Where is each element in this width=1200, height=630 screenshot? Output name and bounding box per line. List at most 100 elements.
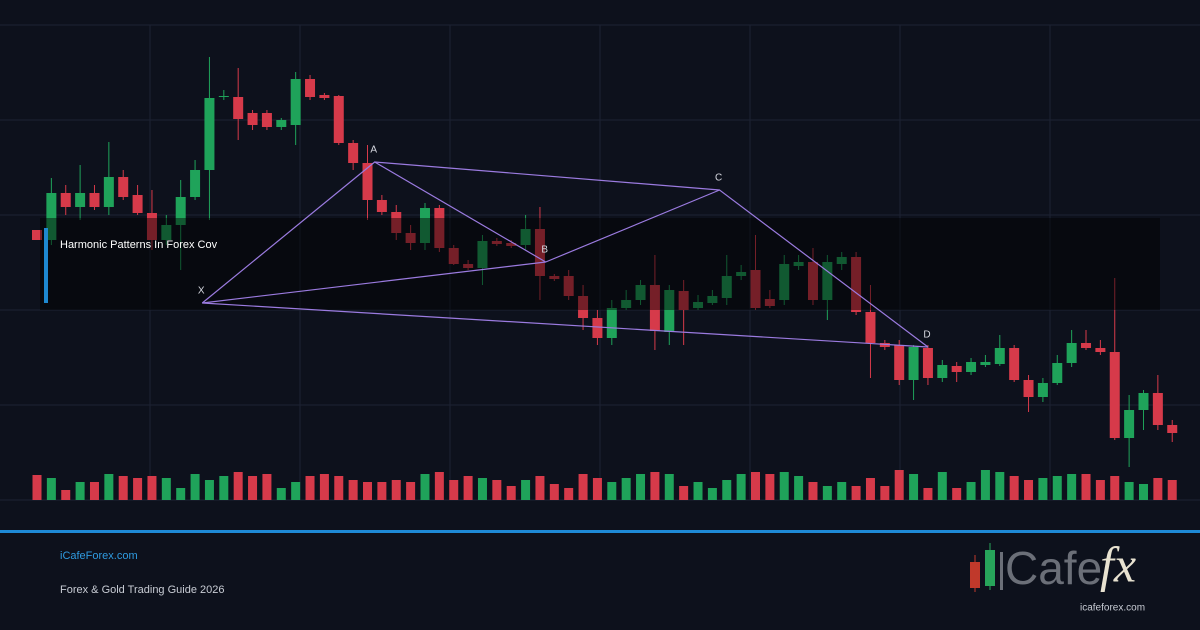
volume-bar (1009, 476, 1019, 500)
candle-body (520, 229, 531, 245)
volume-bar (837, 482, 847, 500)
volume-bar (722, 480, 732, 500)
volume-bar (434, 472, 444, 500)
volume-bar (549, 484, 559, 500)
candle-body (1152, 393, 1163, 425)
candle-body (578, 296, 589, 318)
candle-body (822, 262, 833, 300)
volume-bar (305, 476, 315, 500)
candle-body (908, 347, 919, 380)
candle-body (621, 300, 632, 308)
volume-bar (147, 476, 157, 500)
volume-bar (1167, 480, 1177, 500)
volume-bar (133, 478, 143, 500)
volume-bar (779, 472, 789, 500)
candle-body (1052, 363, 1063, 383)
volume-bar (334, 476, 344, 500)
candle-body (807, 262, 818, 300)
volume-bar (1081, 474, 1091, 500)
volume-bar (377, 482, 387, 500)
volume-bar (449, 480, 459, 500)
volume-bar (506, 486, 516, 500)
pattern-line (202, 302, 928, 348)
volume-bar (995, 472, 1005, 500)
volume-bar (420, 474, 430, 500)
candle-body (793, 262, 804, 266)
volume-bar (664, 474, 674, 500)
volume-bar (736, 474, 746, 500)
volume-bar (794, 476, 804, 500)
logo-icon (985, 550, 995, 586)
volume-bar (1024, 480, 1034, 500)
candle-body (477, 241, 488, 268)
pattern-label: C (715, 173, 722, 184)
volume-bar (851, 486, 861, 500)
candle-body (75, 193, 86, 207)
candle-body (1009, 348, 1020, 380)
volume-bar (765, 474, 775, 500)
volume-bar (1124, 482, 1134, 500)
volume-bar (607, 482, 617, 500)
volume-bar (233, 472, 243, 500)
volume-bar (1038, 478, 1048, 500)
volume-bar (219, 476, 229, 500)
volume-bar (966, 482, 976, 500)
candle-body (333, 96, 344, 143)
volume-bar (204, 480, 214, 500)
volume-bar (952, 488, 962, 500)
candle-body (247, 113, 258, 125)
volume-bar (319, 474, 329, 500)
pattern-label: X (198, 286, 205, 297)
logo-word: Cafe (1005, 542, 1102, 594)
candle-body (218, 96, 229, 97)
volume-bar (118, 476, 128, 500)
volume-bar (190, 474, 200, 500)
volume-bar (564, 488, 574, 500)
candle-body (1138, 393, 1149, 410)
candle-body (764, 299, 775, 306)
volume-bar (751, 472, 760, 500)
candle-body (32, 230, 42, 240)
candle-body (1037, 383, 1048, 397)
candle-body (146, 213, 157, 240)
volume-bar (1095, 480, 1105, 500)
candle-body (103, 177, 114, 207)
candle-body (549, 276, 560, 279)
volume-bar (291, 482, 301, 500)
volume-bar (104, 474, 114, 500)
candle-body (879, 343, 890, 347)
logo: Cafe fx icafeforex.com (970, 536, 1145, 614)
candle-body (937, 365, 948, 378)
candle-body (348, 143, 359, 163)
volume-bar (578, 474, 588, 500)
volume-bar (909, 474, 919, 500)
volume-bar (592, 478, 602, 500)
logo-icon (970, 562, 980, 588)
candle-body (664, 290, 675, 332)
candles (32, 57, 1178, 500)
volume-bar (650, 472, 660, 500)
candle-body (951, 366, 962, 372)
pattern-label: A (370, 145, 377, 156)
overlay: Harmonic Patterns In Forex Cov (40, 218, 1160, 310)
volume-bar (937, 472, 947, 500)
candle-body (1167, 425, 1178, 433)
volume-bar (161, 478, 171, 500)
volume-bar (463, 476, 473, 500)
candle-body (434, 208, 445, 248)
overlay-accent (44, 228, 48, 303)
footer-site: iCafeForex.com (60, 550, 138, 562)
candle-body (1109, 352, 1120, 438)
volume-bar (894, 470, 904, 500)
candle-body (305, 79, 316, 97)
volume-bar (679, 486, 689, 500)
volume-bar (1110, 476, 1120, 500)
candle-body (966, 362, 977, 372)
candle-body (1124, 410, 1135, 438)
pattern-line (374, 161, 720, 191)
candle-body (750, 270, 761, 308)
candle-body (563, 276, 574, 296)
candle-body (419, 208, 430, 243)
candle-body (161, 225, 172, 240)
candle-body (463, 264, 474, 268)
